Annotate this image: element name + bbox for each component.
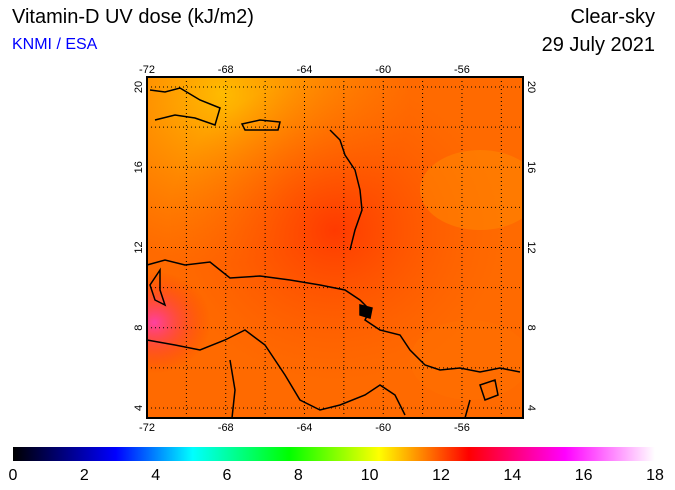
- colorbar-tick-label: 18: [646, 467, 664, 484]
- colorbar-tick-label: 2: [80, 467, 89, 484]
- lat-tick-label-left: 12: [133, 241, 145, 253]
- lon-tick-label-top: -64: [297, 64, 313, 76]
- colorbar-tick-label: 0: [9, 467, 18, 484]
- lat-tick-label-left: 16: [133, 161, 145, 173]
- colorbar: [13, 447, 655, 461]
- lon-tick-label-bottom: -68: [218, 422, 234, 434]
- lon-tick-label-top: -72: [139, 64, 155, 76]
- lat-tick-label-right: 20: [525, 81, 537, 93]
- coastlines: [146, 87, 521, 419]
- lon-tick-label-bottom: -64: [297, 422, 313, 434]
- lat-tick-label-right: 16: [525, 161, 537, 173]
- colorbar-tick-label: 8: [294, 467, 303, 484]
- lat-tick-label-left: 20: [133, 81, 145, 93]
- colorbar-tick-label: 4: [151, 467, 160, 484]
- lon-tick-label-bottom: -72: [139, 422, 155, 434]
- colorbar-tick-label: 12: [432, 467, 450, 484]
- lat-tick-label-left: 4: [133, 405, 145, 411]
- condition-label: Clear-sky: [570, 6, 655, 28]
- lat-tick-label-left: 8: [133, 325, 145, 331]
- lon-tick-label-top: -68: [218, 64, 234, 76]
- lon-tick-label-top: -60: [375, 64, 391, 76]
- lat-tick-label-right: 4: [525, 405, 537, 411]
- colorbar-tick-label: 10: [361, 467, 379, 484]
- colorbar-tick-label: 16: [575, 467, 593, 484]
- map-title: Vitamin-D UV dose (kJ/m2): [12, 6, 254, 28]
- lon-tick-label-bottom: -56: [454, 422, 470, 434]
- lon-tick-label-bottom: -60: [375, 422, 391, 434]
- colorbar-tick-label: 14: [503, 467, 521, 484]
- graticule: [146, 77, 523, 418]
- lat-tick-label-right: 8: [525, 325, 537, 331]
- colorbar-labels: 0 2 4 6 8 10 12 14 16 18: [9, 467, 664, 484]
- lon-tick-label-top: -56: [454, 64, 470, 76]
- credit-label: KNMI / ESA: [12, 36, 98, 53]
- date-label: 29 July 2021: [541, 34, 655, 56]
- axis-ticks: -72 -72 -68 -68 -64 -64 -60 -60 -56 -56 20 20 16 16 12…: [133, 64, 537, 434]
- lat-tick-label-right: 12: [525, 241, 537, 253]
- colorbar-tick-label: 6: [223, 467, 232, 484]
- map-frame: [146, 76, 524, 419]
